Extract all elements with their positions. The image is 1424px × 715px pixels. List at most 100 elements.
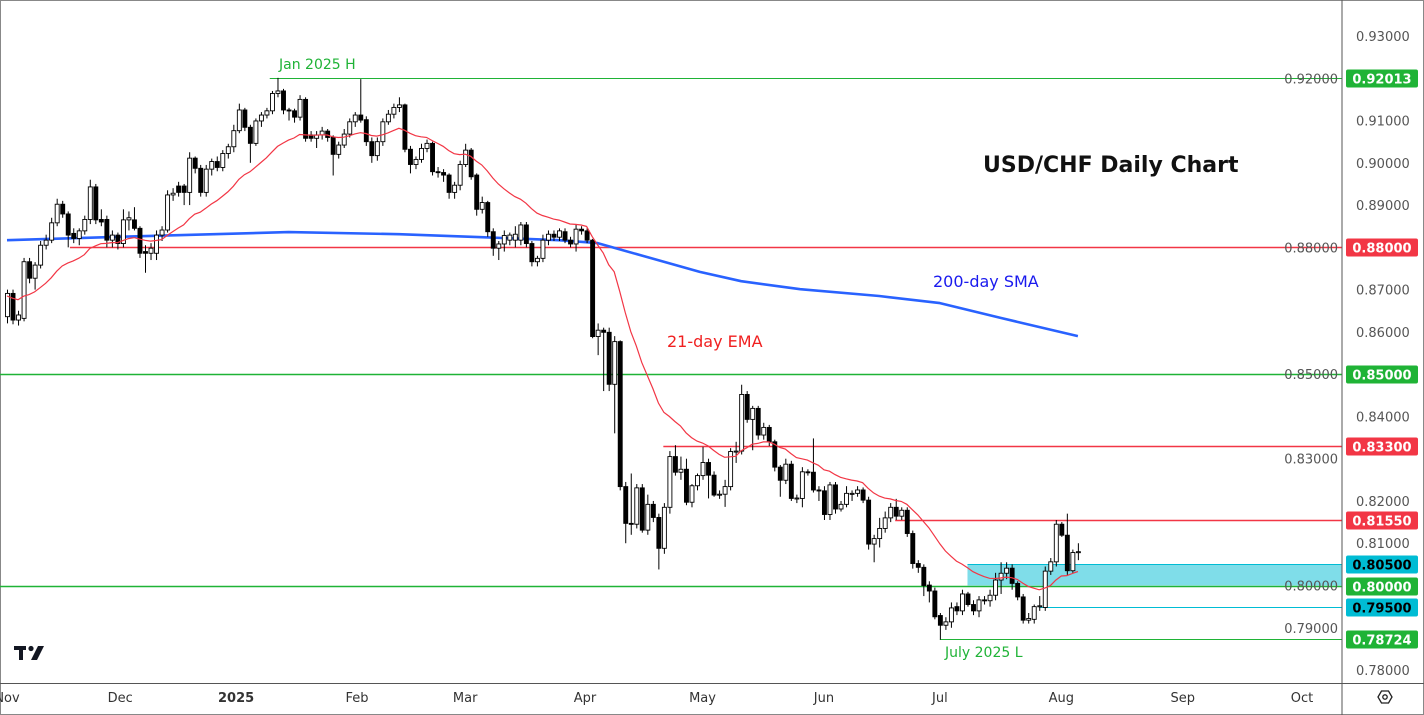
candle xyxy=(728,448,734,491)
candle xyxy=(799,467,805,508)
candle xyxy=(590,238,596,339)
candle-body-up xyxy=(159,229,165,236)
candle xyxy=(860,487,866,504)
candle-body-down xyxy=(303,98,309,139)
candle xyxy=(71,228,77,244)
candle-body-up xyxy=(976,599,982,612)
candle-body-up xyxy=(960,593,965,612)
time-tick-label: 2025 xyxy=(218,691,254,706)
candle-body-up xyxy=(203,168,209,193)
candle xyxy=(408,145,413,174)
candle-body-up xyxy=(457,164,463,186)
price-tick-label: 0.78000 xyxy=(1356,664,1410,679)
candle-body-up xyxy=(341,133,347,146)
candle-body-down xyxy=(650,503,656,518)
candle-body-up xyxy=(1004,567,1010,574)
candle-body-up xyxy=(855,489,861,494)
candle xyxy=(452,181,458,199)
candle xyxy=(369,137,375,163)
candle xyxy=(1037,596,1043,611)
candle-body-up xyxy=(1031,606,1037,620)
candle xyxy=(573,224,579,252)
candle xyxy=(109,230,115,248)
candle-body-up xyxy=(645,503,651,531)
candle-body-up xyxy=(888,506,894,519)
candle-body-up xyxy=(120,219,126,244)
candle xyxy=(1059,522,1065,537)
price-tick-label: 0.87000 xyxy=(1356,284,1410,299)
candle-body-up xyxy=(496,243,502,249)
candle-body-down xyxy=(893,506,899,517)
candle xyxy=(601,327,607,392)
candle xyxy=(700,446,706,480)
candle-body-down xyxy=(706,462,711,476)
candle xyxy=(198,164,204,197)
candle xyxy=(733,441,739,463)
price-badge-label: 0.92013 xyxy=(1352,73,1411,88)
horizontal-levels xyxy=(0,78,1342,640)
candle-body-up xyxy=(722,486,728,495)
candle-body-down xyxy=(10,292,16,321)
candle-body-up xyxy=(534,257,540,263)
candles xyxy=(5,77,1081,640)
candle xyxy=(479,196,485,214)
candle-body-up xyxy=(612,341,618,385)
candle-body-down xyxy=(965,593,971,605)
candle-body-up xyxy=(877,527,883,540)
candle-body-down xyxy=(982,599,987,602)
candle xyxy=(623,481,629,544)
candle-body-up xyxy=(374,141,380,157)
candle-body-up xyxy=(5,292,10,318)
candle xyxy=(866,496,872,550)
candle xyxy=(496,241,502,261)
price-tick-label: 0.80000 xyxy=(1284,580,1338,595)
candle-body-up xyxy=(739,393,745,452)
candle xyxy=(579,226,585,235)
candle xyxy=(5,289,10,324)
gear-icon[interactable] xyxy=(1377,690,1393,704)
time-tick-label: Jul xyxy=(931,691,948,706)
candle xyxy=(352,112,358,127)
candle-body-down xyxy=(932,590,938,618)
candle xyxy=(358,79,364,123)
candle xyxy=(54,198,60,227)
candle-body-down xyxy=(937,615,943,626)
july-low-label: July 2025 L xyxy=(944,645,1023,661)
candle xyxy=(684,458,689,506)
candle xyxy=(982,596,987,605)
price-tick-label: 0.92000 xyxy=(1284,72,1338,87)
candle xyxy=(788,460,794,501)
candle-body-down xyxy=(805,471,811,474)
candle-body-up xyxy=(689,485,695,503)
candle-body-down xyxy=(198,167,204,193)
candle xyxy=(507,232,513,246)
time-tick-label: Nov xyxy=(0,691,20,706)
candle-body-up xyxy=(733,450,739,453)
candle xyxy=(568,236,573,248)
candle xyxy=(192,156,198,174)
candle-body-up xyxy=(761,426,767,436)
time-axis[interactable]: Nov Dec 2025 Feb Mar Apr May Jun Jul Aug Sep Oct xyxy=(0,691,1313,706)
ema-label: 21-day EMA xyxy=(667,332,763,351)
candle xyxy=(385,109,391,125)
candle-body-down xyxy=(833,484,838,510)
candle xyxy=(441,169,447,182)
candle xyxy=(921,564,927,597)
candle-body-down xyxy=(363,119,369,143)
candle-body-down xyxy=(330,136,336,155)
candle-body-up xyxy=(165,194,171,231)
candle xyxy=(1020,593,1026,624)
candle-body-down xyxy=(672,456,678,473)
candle-body-up xyxy=(21,261,27,319)
candle xyxy=(154,230,159,261)
candle xyxy=(910,530,916,569)
candle xyxy=(794,494,800,504)
candle-body-up xyxy=(695,475,700,487)
candle-body-down xyxy=(1020,596,1026,621)
candle-body-down xyxy=(1015,582,1021,598)
candle xyxy=(76,228,82,246)
candle xyxy=(816,486,822,501)
candle xyxy=(606,327,612,392)
candle-body-up xyxy=(844,492,849,505)
